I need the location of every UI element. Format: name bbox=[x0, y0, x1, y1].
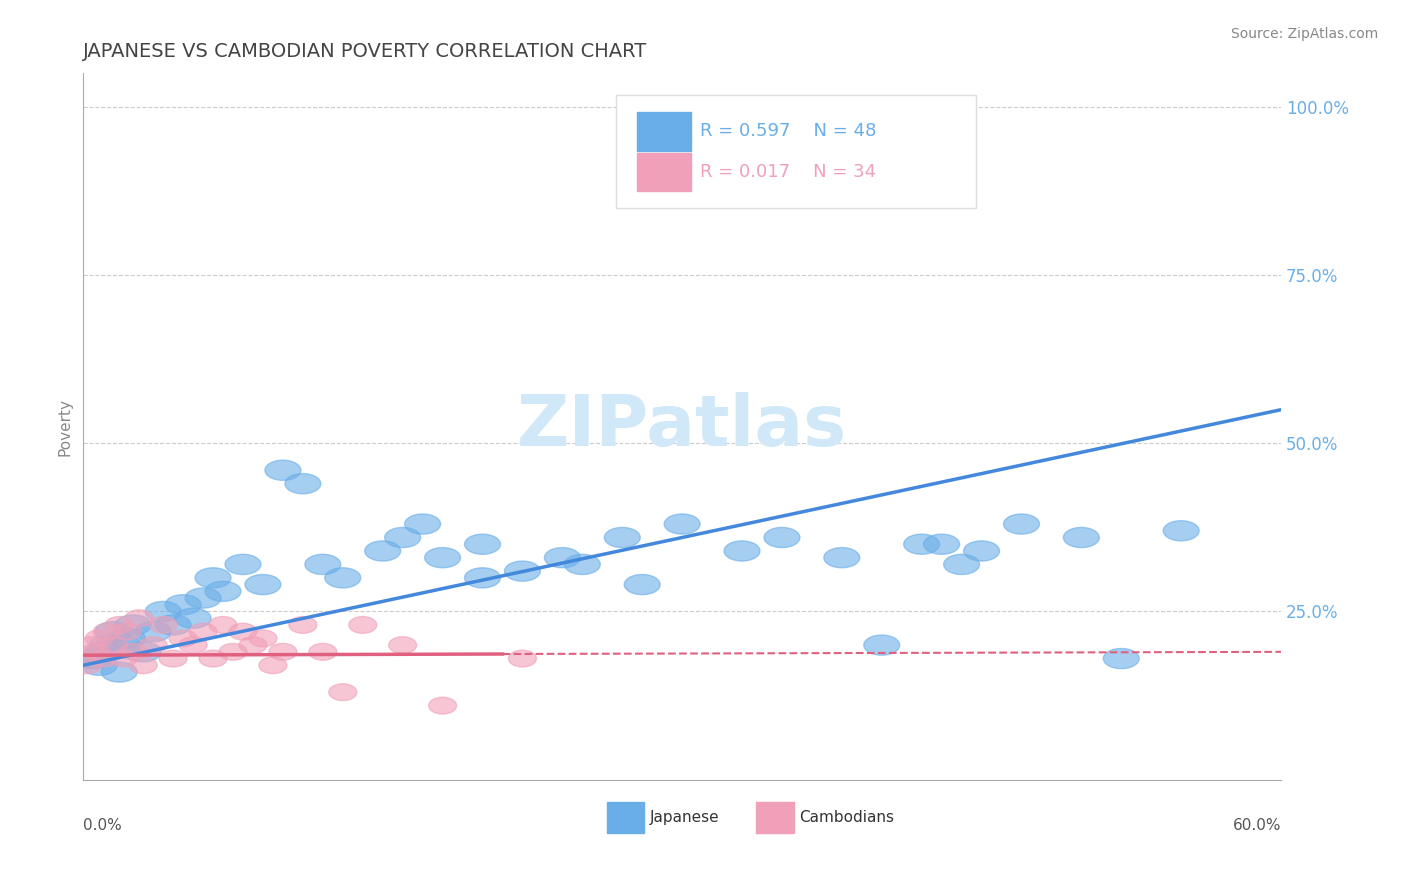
Ellipse shape bbox=[115, 615, 152, 635]
Ellipse shape bbox=[924, 534, 959, 554]
Ellipse shape bbox=[114, 624, 141, 640]
Ellipse shape bbox=[149, 616, 177, 633]
Ellipse shape bbox=[763, 527, 800, 548]
Ellipse shape bbox=[624, 574, 661, 595]
Text: Japanese: Japanese bbox=[650, 810, 720, 824]
FancyBboxPatch shape bbox=[637, 153, 690, 192]
Ellipse shape bbox=[605, 527, 640, 548]
Ellipse shape bbox=[165, 595, 201, 615]
Ellipse shape bbox=[96, 622, 131, 641]
Ellipse shape bbox=[1104, 648, 1139, 669]
Ellipse shape bbox=[82, 643, 110, 660]
Ellipse shape bbox=[425, 548, 461, 568]
Ellipse shape bbox=[195, 568, 231, 588]
Ellipse shape bbox=[824, 548, 860, 568]
Text: R = 0.597    N = 48: R = 0.597 N = 48 bbox=[700, 122, 876, 140]
Ellipse shape bbox=[159, 650, 187, 667]
Text: JAPANESE VS CAMBODIAN POVERTY CORRELATION CHART: JAPANESE VS CAMBODIAN POVERTY CORRELATIO… bbox=[83, 42, 648, 61]
Text: 60.0%: 60.0% bbox=[1233, 819, 1281, 833]
Ellipse shape bbox=[100, 637, 127, 654]
Ellipse shape bbox=[249, 630, 277, 647]
Ellipse shape bbox=[101, 662, 138, 682]
FancyBboxPatch shape bbox=[606, 802, 644, 832]
Ellipse shape bbox=[288, 616, 316, 633]
Ellipse shape bbox=[105, 635, 141, 656]
Ellipse shape bbox=[73, 657, 101, 673]
Ellipse shape bbox=[129, 657, 157, 673]
Ellipse shape bbox=[229, 624, 257, 640]
Ellipse shape bbox=[724, 541, 761, 561]
Ellipse shape bbox=[225, 554, 262, 574]
Ellipse shape bbox=[188, 624, 217, 640]
Ellipse shape bbox=[863, 635, 900, 656]
Ellipse shape bbox=[305, 554, 340, 574]
Ellipse shape bbox=[388, 637, 416, 654]
Ellipse shape bbox=[205, 582, 240, 601]
Ellipse shape bbox=[219, 643, 247, 660]
Y-axis label: Poverty: Poverty bbox=[58, 398, 72, 456]
Ellipse shape bbox=[285, 474, 321, 494]
Ellipse shape bbox=[120, 643, 148, 660]
Ellipse shape bbox=[86, 641, 121, 662]
Ellipse shape bbox=[904, 534, 939, 554]
Ellipse shape bbox=[135, 622, 172, 641]
Ellipse shape bbox=[464, 568, 501, 588]
Ellipse shape bbox=[429, 698, 457, 714]
Ellipse shape bbox=[309, 643, 337, 660]
Ellipse shape bbox=[364, 541, 401, 561]
Ellipse shape bbox=[155, 615, 191, 635]
Ellipse shape bbox=[105, 616, 134, 633]
Ellipse shape bbox=[509, 650, 537, 667]
Ellipse shape bbox=[564, 554, 600, 574]
Ellipse shape bbox=[1163, 521, 1199, 541]
Ellipse shape bbox=[110, 628, 145, 648]
FancyBboxPatch shape bbox=[756, 802, 793, 832]
FancyBboxPatch shape bbox=[616, 95, 976, 208]
Ellipse shape bbox=[963, 541, 1000, 561]
Ellipse shape bbox=[943, 554, 980, 574]
Ellipse shape bbox=[169, 630, 197, 647]
Ellipse shape bbox=[385, 527, 420, 548]
Ellipse shape bbox=[77, 637, 105, 654]
Ellipse shape bbox=[264, 460, 301, 480]
Ellipse shape bbox=[82, 656, 117, 675]
Ellipse shape bbox=[89, 650, 117, 667]
Ellipse shape bbox=[209, 616, 238, 633]
Ellipse shape bbox=[76, 648, 111, 669]
Ellipse shape bbox=[664, 514, 700, 534]
Ellipse shape bbox=[349, 616, 377, 633]
Text: 0.0%: 0.0% bbox=[83, 819, 122, 833]
Ellipse shape bbox=[259, 657, 287, 673]
Ellipse shape bbox=[179, 637, 207, 654]
Ellipse shape bbox=[145, 601, 181, 622]
Text: R = 0.017    N = 34: R = 0.017 N = 34 bbox=[700, 163, 876, 181]
Ellipse shape bbox=[89, 635, 125, 656]
Ellipse shape bbox=[200, 650, 226, 667]
Ellipse shape bbox=[1063, 527, 1099, 548]
Ellipse shape bbox=[405, 514, 440, 534]
Ellipse shape bbox=[86, 630, 114, 647]
Ellipse shape bbox=[505, 561, 540, 582]
Ellipse shape bbox=[125, 610, 153, 626]
Ellipse shape bbox=[464, 534, 501, 554]
Ellipse shape bbox=[93, 624, 121, 640]
Ellipse shape bbox=[186, 588, 221, 608]
Ellipse shape bbox=[139, 637, 167, 654]
Text: ZIPatlas: ZIPatlas bbox=[517, 392, 848, 461]
Ellipse shape bbox=[176, 608, 211, 628]
Ellipse shape bbox=[245, 574, 281, 595]
Ellipse shape bbox=[125, 641, 162, 662]
Ellipse shape bbox=[269, 643, 297, 660]
Ellipse shape bbox=[544, 548, 581, 568]
Ellipse shape bbox=[110, 650, 138, 667]
FancyBboxPatch shape bbox=[637, 112, 690, 151]
Ellipse shape bbox=[325, 568, 361, 588]
Text: Cambodians: Cambodians bbox=[800, 810, 894, 824]
Text: Source: ZipAtlas.com: Source: ZipAtlas.com bbox=[1230, 27, 1378, 41]
Ellipse shape bbox=[239, 637, 267, 654]
Ellipse shape bbox=[1004, 514, 1039, 534]
Ellipse shape bbox=[329, 684, 357, 700]
